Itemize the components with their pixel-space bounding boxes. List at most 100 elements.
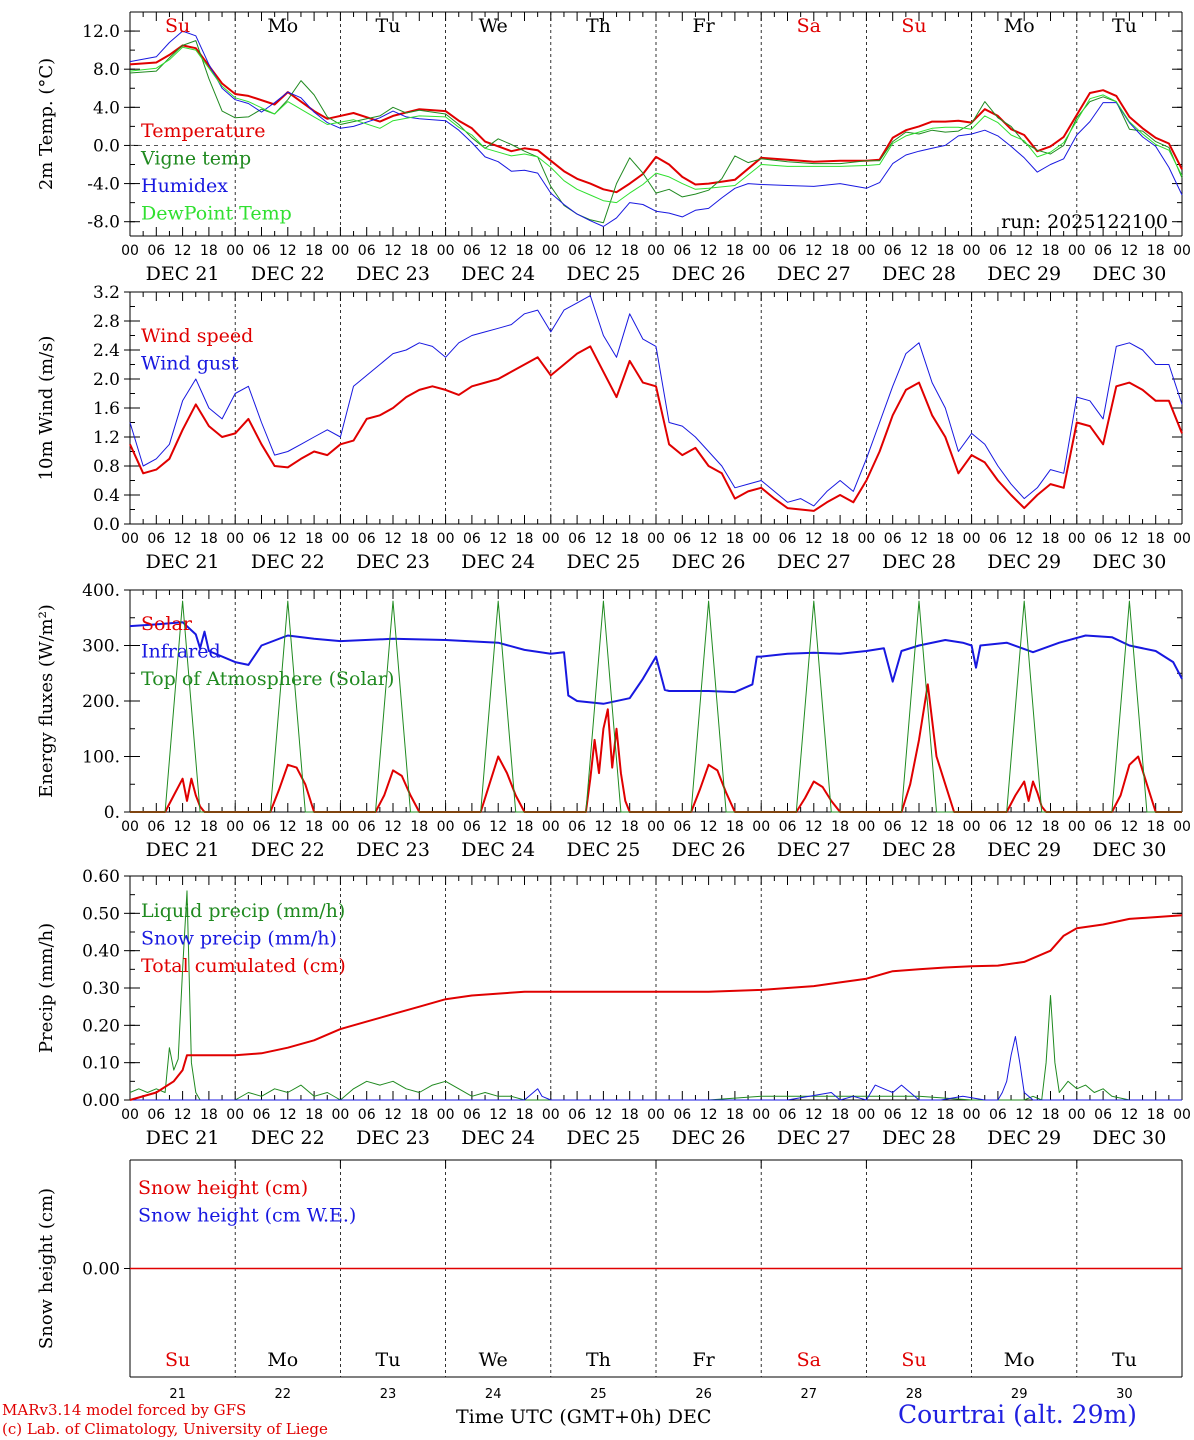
day-label: DEC 26 — [672, 551, 746, 573]
hour-tick-label: 00 — [437, 243, 455, 259]
series-top-of-atmosphere-solar — [130, 600, 1182, 813]
y-tick-label: -4.0 — [87, 175, 120, 195]
series-infrared — [129, 621, 1183, 705]
y-tick-label: 300. — [82, 637, 120, 657]
series-liquid-precip-mm-h — [129, 890, 1182, 1101]
hour-tick-label: 18 — [621, 819, 639, 835]
hour-tick-label: 00 — [331, 819, 349, 835]
day-label: DEC 21 — [146, 551, 220, 573]
hour-tick-label: 12 — [489, 819, 507, 835]
hour-tick-label: 00 — [1068, 819, 1086, 835]
weekday-label: We — [479, 15, 508, 37]
weekday-label: Tu — [1112, 15, 1137, 37]
y-tick-label: 0.50 — [82, 904, 120, 924]
hour-tick-label: 06 — [779, 819, 797, 835]
hour-tick-label: 06 — [463, 1107, 481, 1123]
day-label: DEC 30 — [1092, 551, 1166, 573]
hour-tick-label: 00 — [331, 243, 349, 259]
day-label: DEC 23 — [356, 551, 430, 573]
hour-tick-label: 00 — [1068, 1107, 1086, 1123]
hour-tick-label: 06 — [253, 243, 271, 259]
hour-tick-label: 18 — [1042, 243, 1060, 259]
hour-tick-label: 06 — [673, 1107, 691, 1123]
weekday-label: Su — [901, 15, 926, 37]
hour-tick-label: 18 — [726, 1107, 744, 1123]
series-humidex — [129, 30, 1183, 227]
hour-tick-label: 00 — [752, 531, 770, 547]
hour-tick-label: 00 — [331, 531, 349, 547]
y-tick-label: 0.40 — [82, 942, 120, 962]
day-label: DEC 29 — [987, 839, 1061, 861]
y-axis-label: Snow height (cm) — [36, 1188, 57, 1349]
day-label: DEC 27 — [777, 1127, 851, 1149]
model-credit: MARv3.14 model forced by GFS — [2, 1401, 247, 1419]
weekday-label: Tu — [376, 15, 401, 37]
hour-tick-label: 12 — [384, 531, 402, 547]
weekday-label: Su — [165, 1349, 190, 1371]
hour-tick-label: 18 — [516, 243, 534, 259]
hour-tick-label: 18 — [305, 1107, 323, 1123]
hour-tick-label: 18 — [831, 819, 849, 835]
series-dewpoint-temp — [129, 46, 1183, 204]
hour-tick-label: 06 — [884, 531, 902, 547]
hour-tick-label: 18 — [1147, 531, 1165, 547]
y-tick-label: 0.4 — [93, 486, 120, 506]
day-label: DEC 23 — [356, 1127, 430, 1149]
y-tick-label: 0.20 — [82, 1016, 120, 1036]
day-number: 24 — [485, 1387, 502, 1402]
weekday-label: Fr — [692, 15, 715, 37]
weekday-label: Su — [165, 15, 190, 37]
day-label: DEC 28 — [882, 839, 956, 861]
hour-tick-label: 06 — [463, 531, 481, 547]
hour-tick-label: 12 — [1120, 819, 1138, 835]
hour-tick-label: 18 — [1042, 819, 1060, 835]
hour-tick-label: 00 — [437, 819, 455, 835]
hour-tick-label: 00 — [226, 1107, 244, 1123]
y-axis-label: Energy fluxes (W/m²) — [36, 604, 57, 798]
weekday-label: Mo — [1004, 15, 1035, 37]
hour-tick-label: 18 — [621, 243, 639, 259]
hour-tick-label: 06 — [568, 1107, 586, 1123]
hour-tick-label: 12 — [1015, 531, 1033, 547]
day-label: DEC 26 — [672, 839, 746, 861]
hour-tick-label: 00 — [752, 243, 770, 259]
weekday-label: Mo — [267, 15, 298, 37]
hour-tick-label: 06 — [358, 819, 376, 835]
day-label: DEC 27 — [777, 839, 851, 861]
hour-tick-label: 00 — [963, 819, 981, 835]
weekday-label: Tu — [376, 1349, 401, 1371]
hour-tick-label: 06 — [1094, 243, 1112, 259]
hour-tick-label: 00 — [963, 531, 981, 547]
legend-entry: Total cumulated (cm) — [141, 955, 346, 977]
day-label: DEC 21 — [146, 839, 220, 861]
hour-tick-label: 00 — [437, 1107, 455, 1123]
hour-tick-label: 00 — [647, 1107, 665, 1123]
legend-entry: Vigne temp — [140, 148, 251, 170]
hour-tick-label: 06 — [568, 819, 586, 835]
day-label: DEC 24 — [461, 839, 535, 861]
hour-tick-label: 00 — [857, 243, 875, 259]
hour-tick-label: 18 — [200, 1107, 218, 1123]
hour-tick-label: 06 — [147, 819, 165, 835]
day-label: DEC 23 — [356, 263, 430, 285]
hour-tick-label: 18 — [1147, 243, 1165, 259]
day-label: DEC 22 — [251, 1127, 325, 1149]
hour-tick-label: 00 — [963, 243, 981, 259]
day-label: DEC 22 — [251, 551, 325, 573]
day-label: DEC 27 — [777, 263, 851, 285]
hour-tick-label: 06 — [358, 1107, 376, 1123]
legend-entry: Snow precip (mm/h) — [141, 928, 337, 950]
hour-tick-label: 18 — [726, 531, 744, 547]
hour-tick-label: 00 — [542, 1107, 560, 1123]
hour-tick-label: 18 — [726, 243, 744, 259]
hour-tick-label: 18 — [200, 243, 218, 259]
hour-tick-label: 06 — [568, 531, 586, 547]
hour-tick-label: 06 — [1094, 531, 1112, 547]
hour-tick-label: 18 — [516, 819, 534, 835]
legend-entry: DewPoint Temp — [141, 203, 292, 225]
hour-tick-label: 12 — [279, 819, 297, 835]
hour-tick-label: 12 — [594, 243, 612, 259]
day-label: DEC 29 — [987, 551, 1061, 573]
y-tick-label: 0.0 — [93, 136, 120, 156]
day-label: DEC 25 — [566, 1127, 640, 1149]
